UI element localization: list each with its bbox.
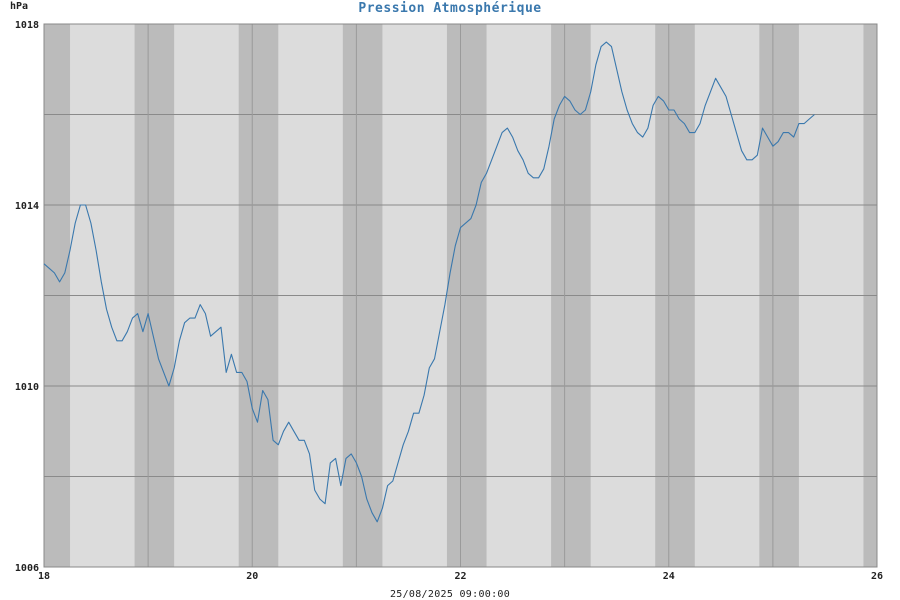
y-tick-label: 1006 (15, 563, 39, 574)
series-line (43, 41, 815, 523)
timestamp-footer: 25/08/2025 09:00:00 (390, 589, 510, 600)
x-tick-label: 20 (246, 571, 258, 582)
y-tick-labels: 1006 1010 1014 1018 (15, 20, 39, 574)
x-tick-label: 26 (871, 571, 883, 582)
y-tick-label: 1018 (15, 20, 39, 31)
x-tick-labels: 18 20 22 24 26 (38, 571, 883, 582)
x-tick-label: 22 (454, 571, 466, 582)
plot-frame (43, 23, 878, 568)
y-tick-label: 1010 (15, 382, 39, 393)
chart-title: Pression Atmosphérique (358, 1, 541, 16)
y-tick-label: 1014 (15, 201, 39, 212)
x-tick-label: 18 (38, 571, 50, 582)
x-tick-label: 24 (663, 571, 675, 582)
series-layer (43, 41, 815, 523)
y-unit-label: hPa (10, 1, 28, 12)
